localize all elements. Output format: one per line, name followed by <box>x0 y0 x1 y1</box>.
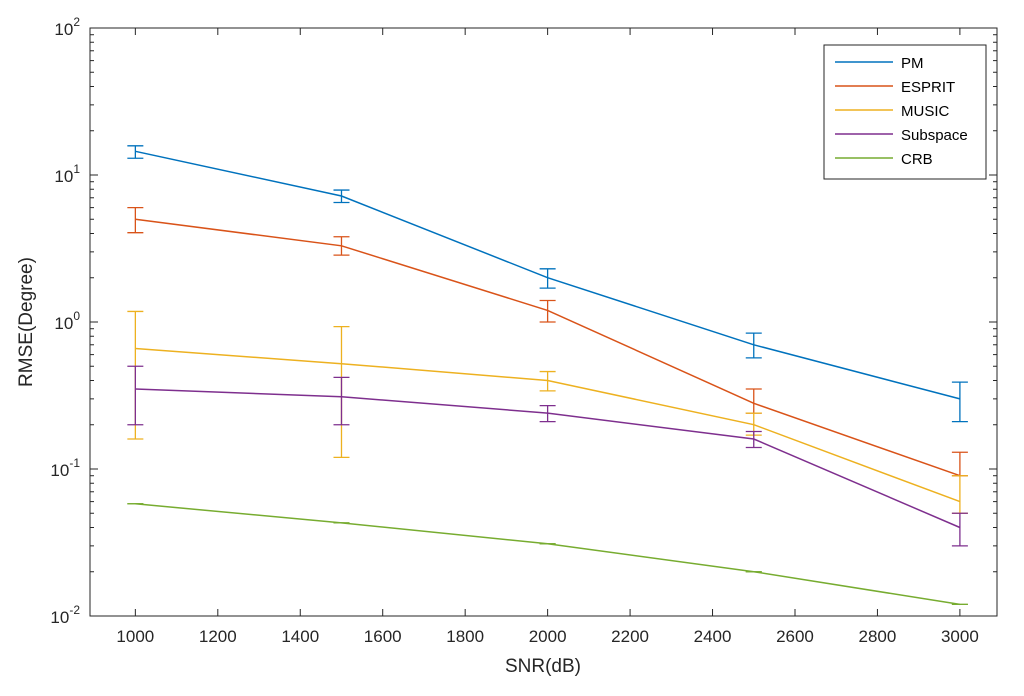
ticks-layer: 1000 1200 1400 1600 1800 2000 2200 2400 2600 2800… <box>50 15 997 646</box>
x-tick-label: 1200 <box>199 627 237 646</box>
error-bar-pm <box>539 268 556 289</box>
error-bar-esprit <box>333 236 350 256</box>
series-pm <box>127 145 968 423</box>
legend-label-pm: PM <box>901 55 924 72</box>
x-tick-label: 1800 <box>446 627 484 646</box>
x-tick-label: 2000 <box>529 627 567 646</box>
legend-label-esprit: ESPRIT <box>901 79 955 96</box>
error-bar-esprit <box>127 206 144 234</box>
error-bar-subspace <box>539 404 556 423</box>
error-bar-music <box>539 370 556 392</box>
error-bar-pm <box>745 332 762 359</box>
y-tick-label: 101 <box>54 162 80 186</box>
series-crb <box>127 503 968 606</box>
x-tick-label: 1000 <box>116 627 154 646</box>
error-bar-pm <box>127 145 144 159</box>
x-tick-label: 2400 <box>694 627 732 646</box>
x-axis-label: SNR(dB) <box>505 656 581 677</box>
legend: PM ESPRIT MUSIC Subspace CRB <box>823 44 987 180</box>
legend-label-music: MUSIC <box>901 103 950 120</box>
y-axis-label: RMSE(Degree) <box>16 257 37 387</box>
error-bar-subspace <box>951 512 968 547</box>
error-bar-subspace <box>333 376 350 426</box>
error-bar-subspace <box>745 430 762 449</box>
y-tick-label: 10-2 <box>50 603 80 627</box>
legend-label-subspace: Subspace <box>901 127 968 144</box>
error-bar-esprit <box>539 299 556 323</box>
error-bar-pm <box>951 381 968 423</box>
y-tick-label: 100 <box>54 309 80 333</box>
y-tick-label: 10-1 <box>50 456 80 480</box>
error-bar-subspace <box>127 365 144 426</box>
x-tick-label: 2200 <box>611 627 649 646</box>
x-tick-label: 3000 <box>941 627 979 646</box>
x-tick-label: 2600 <box>776 627 814 646</box>
x-tick-label: 1600 <box>364 627 402 646</box>
y-tick-label: 102 <box>54 15 80 39</box>
series-esprit <box>127 206 968 477</box>
series-layer <box>127 145 968 606</box>
x-tick-label: 1400 <box>281 627 319 646</box>
x-tick-label: 2800 <box>859 627 897 646</box>
series-subspace <box>127 365 968 547</box>
legend-box <box>823 44 987 180</box>
error-bar-pm <box>333 189 350 204</box>
legend-label-crb: CRB <box>901 151 933 168</box>
